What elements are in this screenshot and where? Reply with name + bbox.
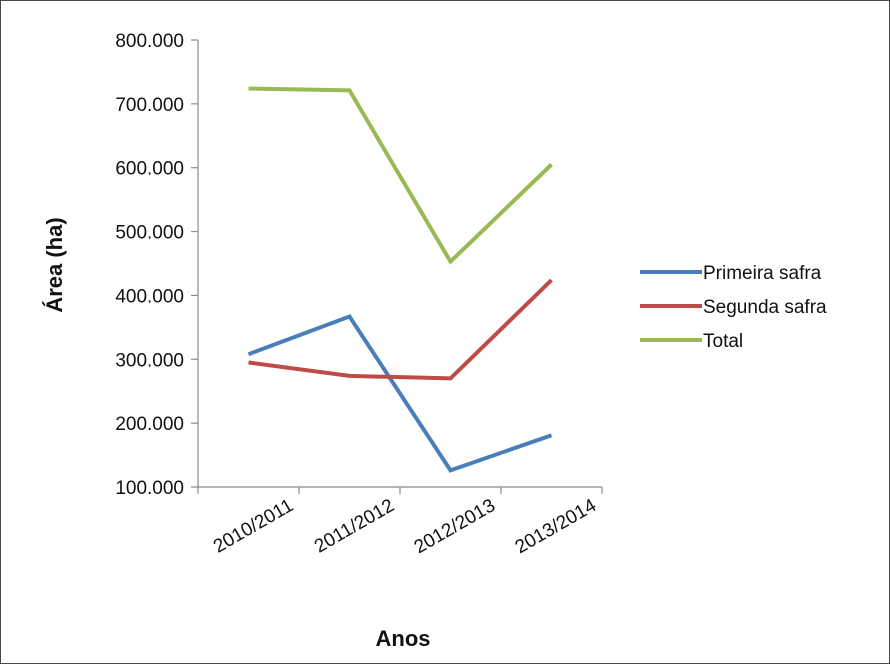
legend-label: Total bbox=[703, 331, 743, 352]
y-tick-label: 600.000 bbox=[115, 159, 184, 180]
y-axis: 100.000 200.000 300.000 400.000 500.000 600.0… bbox=[115, 31, 199, 499]
y-tick-label: 400.000 bbox=[115, 286, 184, 307]
legend-label: Segunda safra bbox=[703, 297, 827, 318]
y-tick-label: 800.000 bbox=[115, 31, 184, 52]
legend-label: Primeira safra bbox=[703, 263, 822, 284]
y-axis-title: Área (ha) bbox=[42, 217, 67, 312]
y-tick-label: 300.000 bbox=[115, 350, 184, 371]
x-axis: 2010/2011 2011/2012 2012/2013 2013/2014 bbox=[197, 486, 603, 558]
series-line-total bbox=[248, 86, 553, 265]
x-tick-label: 2010/2011 bbox=[210, 495, 297, 557]
y-tick-label: 500.000 bbox=[115, 223, 184, 244]
y-tick-label: 700.000 bbox=[115, 95, 184, 116]
series-line-segunda-safra bbox=[248, 278, 553, 381]
x-tick-label: 2013/2014 bbox=[512, 495, 601, 558]
x-tick-label: 2012/2013 bbox=[411, 495, 499, 558]
legend: Primeira safra Segunda safra Total bbox=[640, 263, 827, 352]
series-layer bbox=[247, 86, 553, 473]
series-line-primeira-safra bbox=[247, 314, 553, 473]
x-axis-title: Anos bbox=[376, 626, 431, 651]
x-tick-label: 2011/2012 bbox=[311, 495, 398, 557]
y-tick-label: 200.000 bbox=[115, 414, 184, 435]
y-tick-label: 100.000 bbox=[115, 478, 184, 499]
